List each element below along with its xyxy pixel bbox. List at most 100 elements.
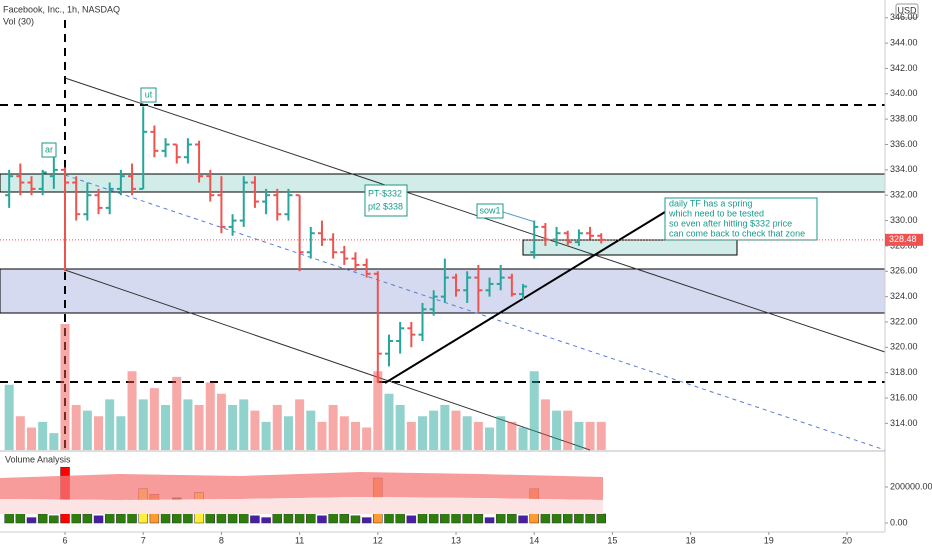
analysis-bar [82, 513, 93, 524]
annotation: which need to be tested [668, 208, 764, 218]
annotation: PT-$332 [368, 188, 402, 198]
ann-box [664, 197, 818, 241]
x-tick-label: 12 [373, 535, 383, 545]
volume-bar [239, 399, 249, 450]
volume-bar [596, 421, 606, 450]
y2-tick-label: 200000.00 [890, 481, 932, 491]
volume-bar [418, 416, 428, 450]
volume-bar [27, 427, 37, 450]
volume-bar [574, 421, 584, 450]
x-tick-label: 7 [141, 535, 146, 545]
volume-bar [473, 421, 483, 450]
volume-bar [105, 399, 115, 450]
y-tick-label: 334.00 [890, 164, 918, 174]
last-price-label: 328.48 [889, 234, 917, 244]
volume-bar [585, 421, 595, 450]
annotation: pt2 $338 [368, 201, 403, 211]
support-zone [0, 268, 886, 314]
annotation: daily TF has a spring [669, 198, 752, 208]
x-tick-label: 20 [842, 535, 852, 545]
volume-bar [272, 405, 282, 450]
x-tick-label: 8 [219, 535, 224, 545]
annotation: ar [45, 144, 53, 154]
analysis-bar [26, 517, 37, 524]
analysis-bar [473, 513, 484, 524]
x-tick-label: 6 [63, 535, 68, 545]
volume-bar [485, 427, 495, 450]
ann-box [364, 184, 408, 217]
volume-bar [518, 427, 528, 450]
x-tick-label: 13 [451, 535, 461, 545]
volume-bar [216, 393, 226, 450]
volume-bar [440, 405, 450, 450]
volume-bar [205, 382, 215, 450]
volume-bar [362, 427, 372, 450]
analysis-bar [406, 515, 417, 524]
y-tick-label: 320.00 [890, 342, 918, 352]
volume-bar [350, 421, 360, 450]
analysis-bar [283, 513, 294, 524]
analysis-bar [596, 513, 606, 524]
y-tick-label: 324.00 [890, 291, 918, 301]
analysis-bar [317, 515, 327, 524]
volume-bar [283, 416, 293, 450]
currency: USD [897, 5, 917, 15]
volume-bar [395, 405, 405, 450]
ann-box [41, 142, 57, 158]
ann-box [476, 203, 504, 219]
y-tick-label: 316.00 [890, 392, 918, 402]
volume-bar [194, 405, 204, 450]
x-tick-label: 19 [764, 535, 774, 545]
y-tick-label: 318.00 [890, 367, 918, 377]
volume-bar [172, 376, 182, 450]
volume-bar [38, 421, 48, 450]
volume-bar [94, 416, 104, 450]
x-tick-label: 11 [295, 535, 304, 545]
median-line [64, 174, 886, 451]
y-tick-label: 340.00 [890, 88, 918, 98]
y-tick-label: 346.00 [890, 12, 918, 22]
y-tick-label: 344.00 [890, 37, 918, 47]
analysis-bar [574, 513, 584, 524]
analysis-band [0, 472, 603, 500]
volume-bar [429, 410, 439, 450]
volume-bar [127, 371, 137, 450]
volume-bar [138, 399, 148, 450]
x-tick-label: 18 [686, 535, 696, 545]
volume-bar [71, 405, 81, 450]
y-tick-label: 336.00 [890, 139, 918, 149]
annotation: ut [145, 89, 153, 99]
volume-bar [82, 410, 92, 450]
analysis-bar [49, 515, 59, 524]
analysis-bar [37, 513, 48, 524]
analysis-bar [585, 513, 595, 524]
volume-bar [306, 410, 316, 450]
volume-bar [228, 405, 238, 450]
subtitle: Vol (30) [3, 16, 34, 26]
y-tick-label: 314.00 [890, 418, 918, 428]
ann-box [140, 87, 157, 103]
volume-bar [328, 405, 338, 450]
title: Facebook, Inc., 1h, NASDAQ [3, 4, 120, 14]
pointer [502, 211, 536, 223]
y-tick-label: 322.00 [890, 316, 918, 326]
volume-bar [183, 399, 193, 450]
volume-bar [462, 416, 472, 450]
volume-bar [116, 416, 126, 450]
analysis-bar [484, 517, 495, 524]
volume-bar [384, 393, 394, 450]
analysis-bar [361, 517, 372, 524]
analysis-bar [261, 517, 271, 524]
volume-bar [161, 405, 171, 450]
analysis-bar [93, 515, 104, 524]
annotation: can come back to check that zone [669, 228, 805, 238]
volume-bar [507, 421, 517, 450]
last-price-tag [885, 233, 923, 246]
annotation: so even after hitting $332 price [669, 218, 792, 228]
volume-bar [149, 388, 159, 450]
x-tick-label: 14 [529, 535, 539, 545]
volume-bar [261, 421, 271, 450]
analysis-bar [116, 513, 126, 524]
volume-bar [49, 433, 59, 450]
y2-tick-label: 0.00 [890, 517, 908, 527]
